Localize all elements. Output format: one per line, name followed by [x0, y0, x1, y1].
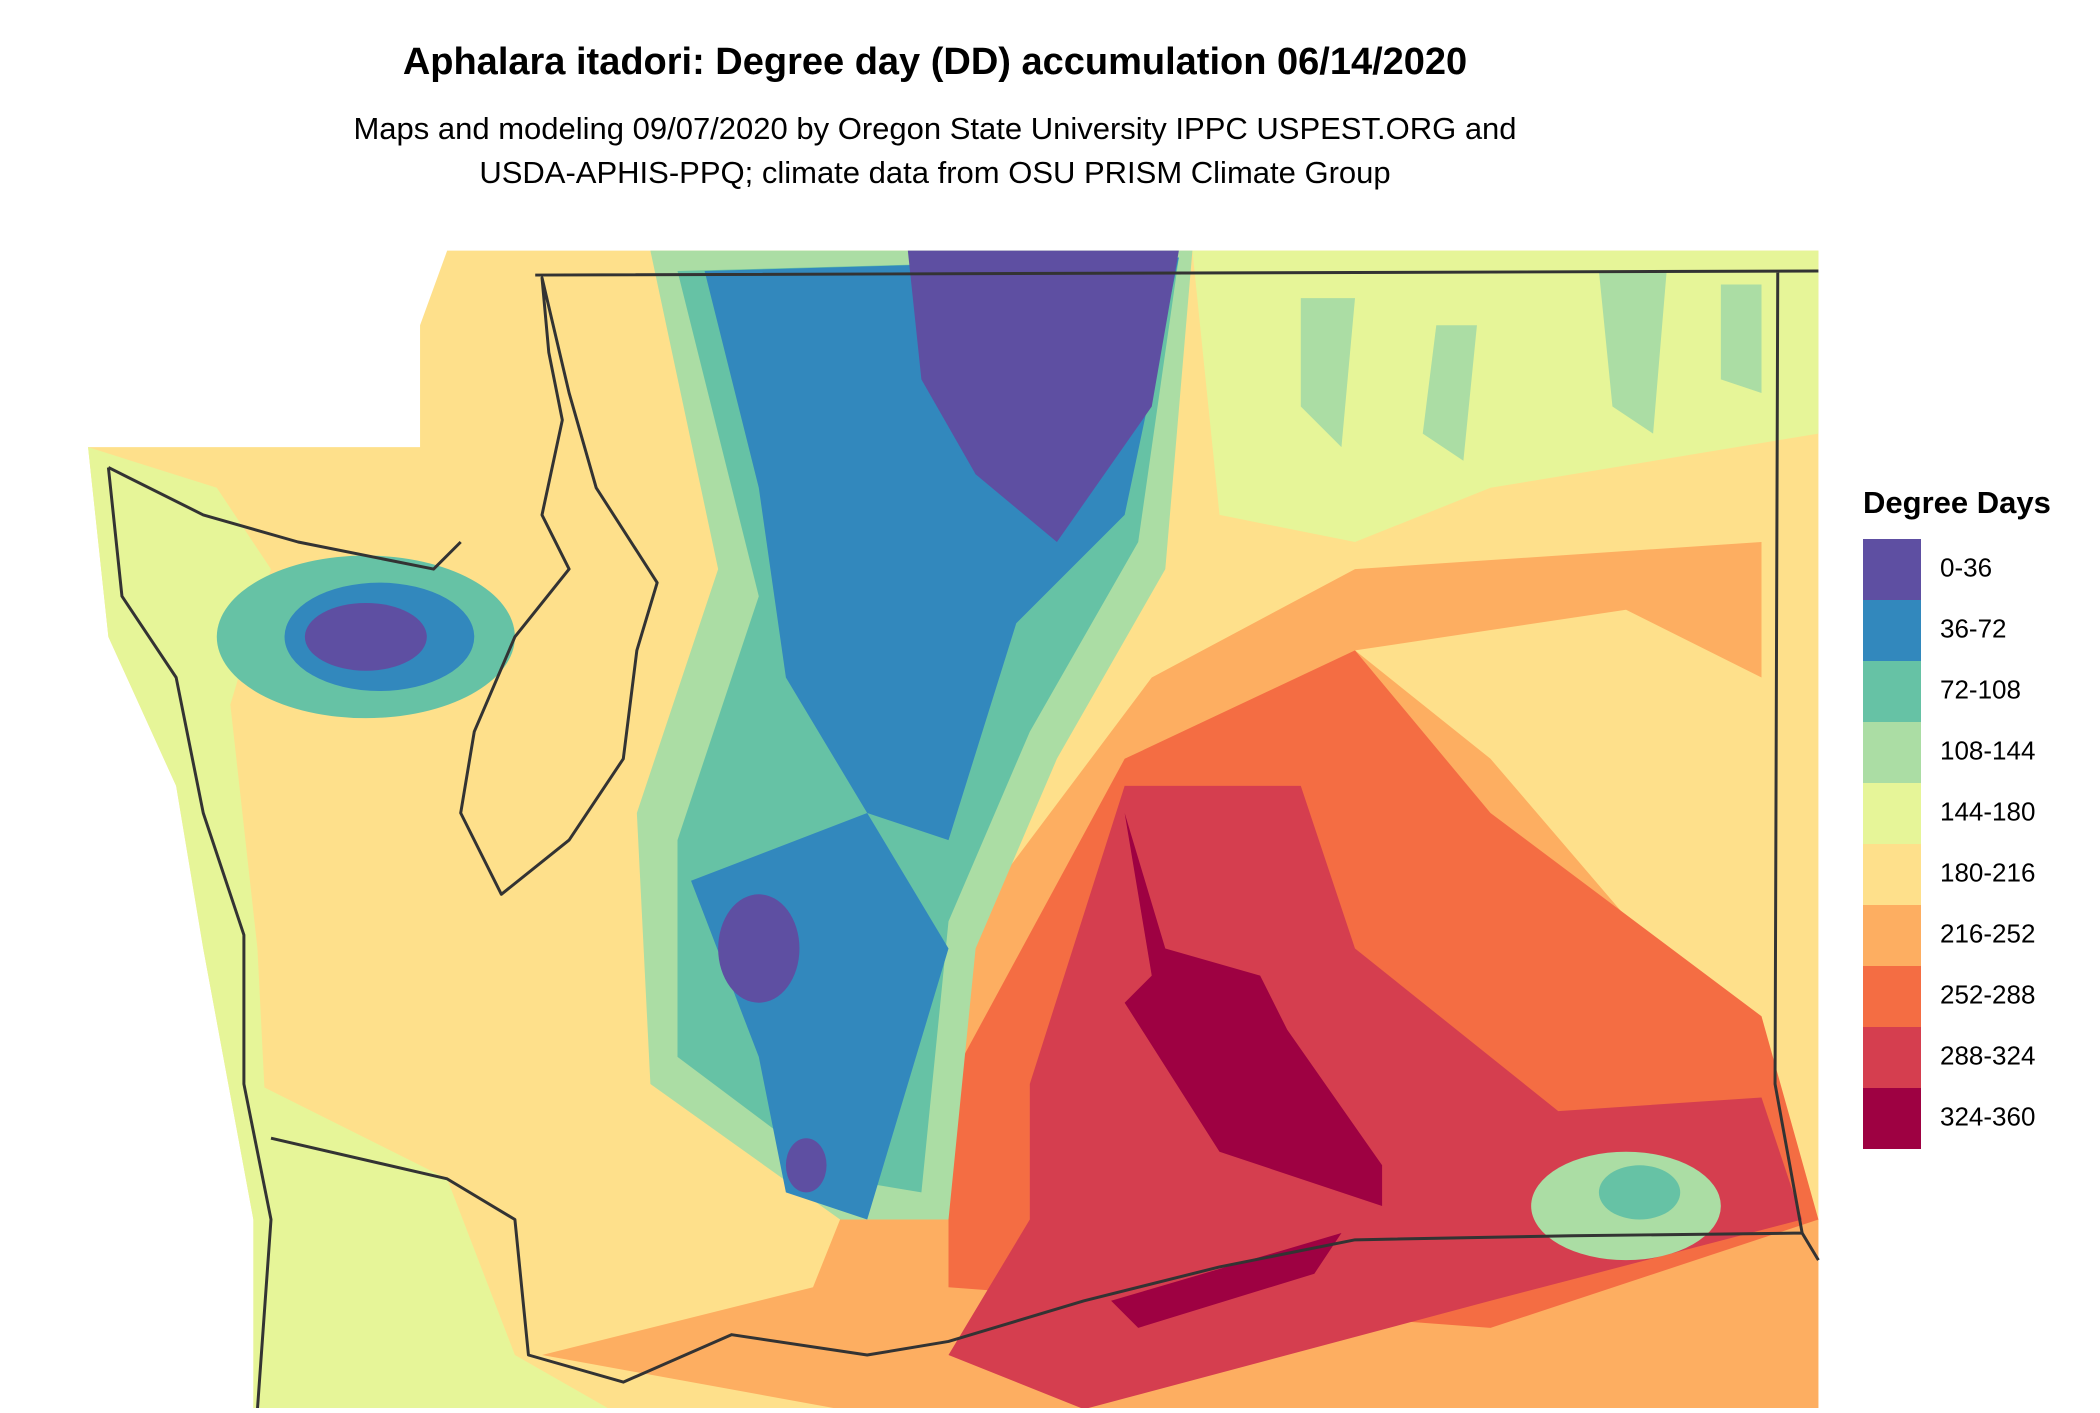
legend-swatch: [1863, 783, 1921, 844]
map-region: [718, 894, 800, 1003]
legend-swatch: [1863, 600, 1921, 661]
state-border: [270, 269, 1820, 1384]
legend-label: 108-144: [1940, 735, 2035, 765]
legend-swatch: [1863, 1027, 1921, 1088]
coastline: [106, 466, 462, 1410]
legend-swatch: [1863, 905, 1921, 966]
legend: 0-36 36-72 72-108 108-144 144-180 180-216 216-…: [1863, 539, 2035, 1149]
legend-swatch: [1863, 966, 1921, 1027]
map-region: [1300, 271, 1762, 461]
legend-swatch: [1863, 661, 1921, 722]
map-region: [907, 250, 1179, 543]
legend-label: 288-324: [1940, 1040, 2035, 1070]
legend-swatch: [1863, 1088, 1921, 1149]
map-region: [253, 1084, 610, 1410]
map-region: [88, 447, 271, 1410]
legend-label: 216-252: [1940, 918, 2035, 948]
legend-label: 144-180: [1940, 796, 2035, 826]
legend-swatch: [1863, 844, 1921, 905]
map: [88, 250, 1820, 1410]
map-title: Aphalara itadori: Degree day (DD) accumu…: [403, 41, 1467, 83]
legend-swatch: [1863, 539, 1921, 600]
legend-label: 72-108: [1940, 674, 2021, 704]
legend-label: 324-360: [1940, 1101, 2035, 1131]
map-subtitle: USDA-APHIS-PPQ; climate data from OSU PR…: [479, 155, 1390, 190]
map-region: [1598, 1165, 1681, 1220]
legend-title: Degree Days: [1863, 485, 2051, 520]
map-region: [785, 1138, 827, 1193]
puget-sound: [459, 276, 659, 896]
legend-label: 0-36: [1940, 552, 1992, 582]
legend-label: 180-216: [1940, 857, 2035, 887]
map-raster: [88, 250, 1819, 1410]
map-region: [304, 602, 427, 671]
legend-label: 252-288: [1940, 979, 2035, 1009]
legend-swatch: [1863, 722, 1921, 783]
map-subtitle: Maps and modeling 09/07/2020 by Oregon S…: [353, 111, 1516, 146]
legend-label: 36-72: [1940, 613, 2007, 643]
map-region: [1111, 813, 1383, 1328]
